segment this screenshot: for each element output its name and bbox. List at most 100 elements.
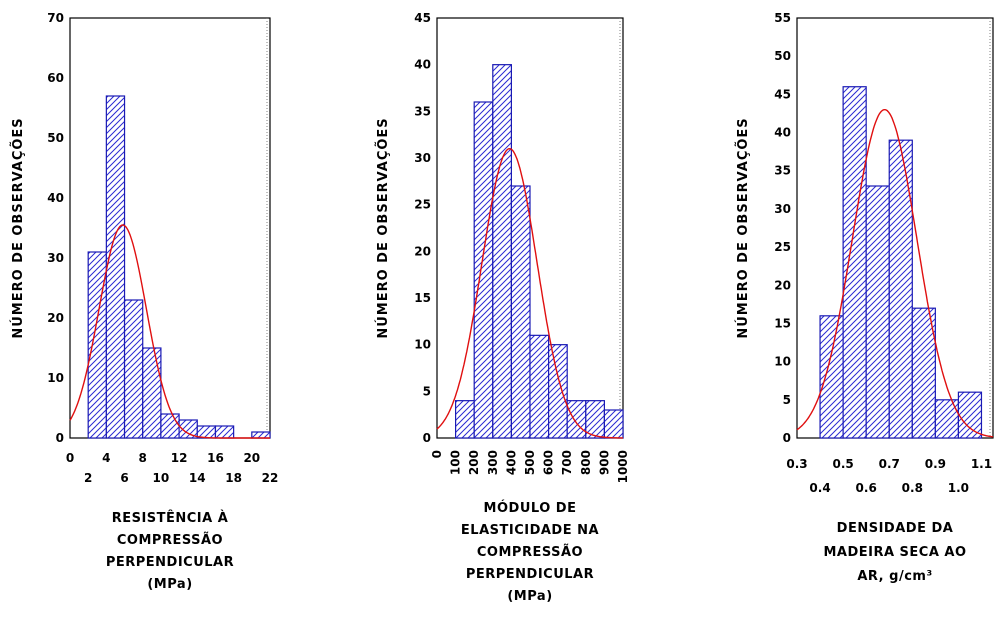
y-tick-label: 20 <box>414 244 431 258</box>
x-tick-label: 0 <box>66 451 74 465</box>
y-tick-label: 60 <box>47 71 64 85</box>
bar <box>123 299 144 439</box>
y-axis-title: NÚMERO DE OBSERVAÇÕES <box>375 117 391 338</box>
x-tick-label: 0.5 <box>832 457 853 471</box>
bar <box>934 399 960 439</box>
y-tick-label: 25 <box>414 198 431 212</box>
bar <box>455 400 475 439</box>
y-tick-label: 15 <box>774 316 791 330</box>
y-tick-label: 45 <box>774 87 791 101</box>
y-axis-title: NÚMERO DE OBSERVAÇÕES <box>10 117 26 338</box>
x-tick-label: 500 <box>523 450 537 475</box>
fitted-normal-curve <box>436 147 623 439</box>
y-tick-label: 35 <box>774 164 791 178</box>
x-tick-label: 0.6 <box>856 481 877 495</box>
x-tick-label: 22 <box>262 471 279 485</box>
x-tick-label: 12 <box>171 451 188 465</box>
x-tick-label: 700 <box>560 450 574 475</box>
x-tick-label: 100 <box>449 450 463 475</box>
bar <box>492 64 512 439</box>
histogram-dry-density: 0 5 10 15 20 25 30 35 40 45 50 55 0.3 0.5 0.7 0.9 1.1 0.4… <box>735 11 994 584</box>
x-tick-label: 2 <box>84 471 92 485</box>
bar <box>585 400 605 439</box>
y-tick-label: 55 <box>774 11 791 25</box>
bar <box>87 251 107 439</box>
x-tick-label: 6 <box>120 471 128 485</box>
bar <box>196 425 217 439</box>
y-tick-label: 40 <box>414 58 431 72</box>
x-axis-title-line: AR, g/cm³ <box>857 569 932 584</box>
x-tick-label: 1000 <box>616 450 630 483</box>
y-tick-label: 40 <box>774 126 791 140</box>
y-tick-label: 5 <box>783 393 791 407</box>
bar <box>142 347 162 439</box>
x-axis-title-line: PERPENDICULAR <box>466 567 594 582</box>
bar <box>105 95 126 439</box>
x-axis-title-line: PERPENDICULAR <box>106 555 234 570</box>
y-tick-label: 50 <box>47 131 64 145</box>
x-axis-title-line: COMPRESSÃO <box>117 532 223 548</box>
bar <box>547 344 568 439</box>
y-tick-label: 40 <box>47 191 64 205</box>
x-axis-title-line: DENSIDADE DA <box>837 521 954 536</box>
y-tick-label: 50 <box>774 49 791 63</box>
x-axis-title-line: (MPa) <box>507 589 552 604</box>
bar <box>251 431 271 439</box>
x-tick-label: 20 <box>243 451 260 465</box>
x-tick-label: 0.3 <box>786 457 807 471</box>
x-tick-label: 10 <box>153 471 170 485</box>
y-tick-label: 45 <box>414 11 431 25</box>
x-tick-label: 600 <box>542 450 556 475</box>
y-tick-label: 25 <box>774 240 791 254</box>
x-tick-label: 0.4 <box>809 481 830 495</box>
x-axis-title-line: MADEIRA SECA AO <box>823 545 966 560</box>
y-tick-label: 35 <box>414 104 431 118</box>
x-tick-label: 0.9 <box>925 457 946 471</box>
bar <box>603 409 624 439</box>
y-axis-title: NÚMERO DE OBSERVAÇÕES <box>735 117 751 338</box>
x-axis-title-line: MÓDULO DE <box>484 500 577 516</box>
y-tick-label: 10 <box>47 371 64 385</box>
bar <box>529 334 550 439</box>
y-tick-label: 30 <box>774 202 791 216</box>
x-tick-label: 300 <box>486 450 500 475</box>
x-tick-label: 400 <box>504 450 518 475</box>
bar <box>911 307 936 439</box>
y-tick-label: 20 <box>774 278 791 292</box>
x-tick-label: 1.1 <box>971 457 992 471</box>
histogram-compression-strength: 0 10 20 30 40 50 60 70 0 4 8 12 16 20 2 6 10 14 18 22 NÚMERO… <box>10 11 278 592</box>
x-tick-label: 800 <box>579 450 593 475</box>
x-tick-label: 900 <box>597 450 611 475</box>
x-tick-label: 0.7 <box>879 457 900 471</box>
y-tick-label: 0 <box>783 431 791 445</box>
bar <box>842 86 867 439</box>
y-tick-label: 5 <box>423 384 431 398</box>
y-tick-label: 10 <box>414 338 431 352</box>
x-tick-label: 200 <box>467 450 481 475</box>
bar <box>957 391 983 439</box>
y-tick-label: 0 <box>423 431 431 445</box>
x-tick-label: 4 <box>102 451 110 465</box>
y-tick-label: 30 <box>47 251 64 265</box>
fitted-normal-curve <box>69 224 270 439</box>
x-tick-label: 18 <box>225 471 242 485</box>
y-tick-label: 30 <box>414 151 431 165</box>
x-axis-title-line: ELASTICIDADE NA <box>461 523 599 538</box>
y-tick-label: 10 <box>774 355 791 369</box>
y-tick-label: 15 <box>414 291 431 305</box>
bar <box>865 185 890 439</box>
x-axis-title-line: (MPa) <box>147 577 192 592</box>
bar <box>214 425 235 439</box>
y-tick-label: 0 <box>56 431 64 445</box>
bar <box>819 315 844 439</box>
x-tick-label: 16 <box>207 451 224 465</box>
x-tick-label: 0.8 <box>902 481 923 495</box>
histogram-elasticity-modulus: 0 5 10 15 20 25 30 35 40 45 0 100 200 300 400 500 600 700… <box>375 11 630 604</box>
x-axis-title-line: RESISTÊNCIA À <box>112 510 229 526</box>
bar <box>160 413 180 439</box>
x-tick-label: 0 <box>430 450 444 458</box>
bar <box>566 400 587 439</box>
bar <box>473 101 494 439</box>
y-tick-label: 70 <box>47 11 64 25</box>
